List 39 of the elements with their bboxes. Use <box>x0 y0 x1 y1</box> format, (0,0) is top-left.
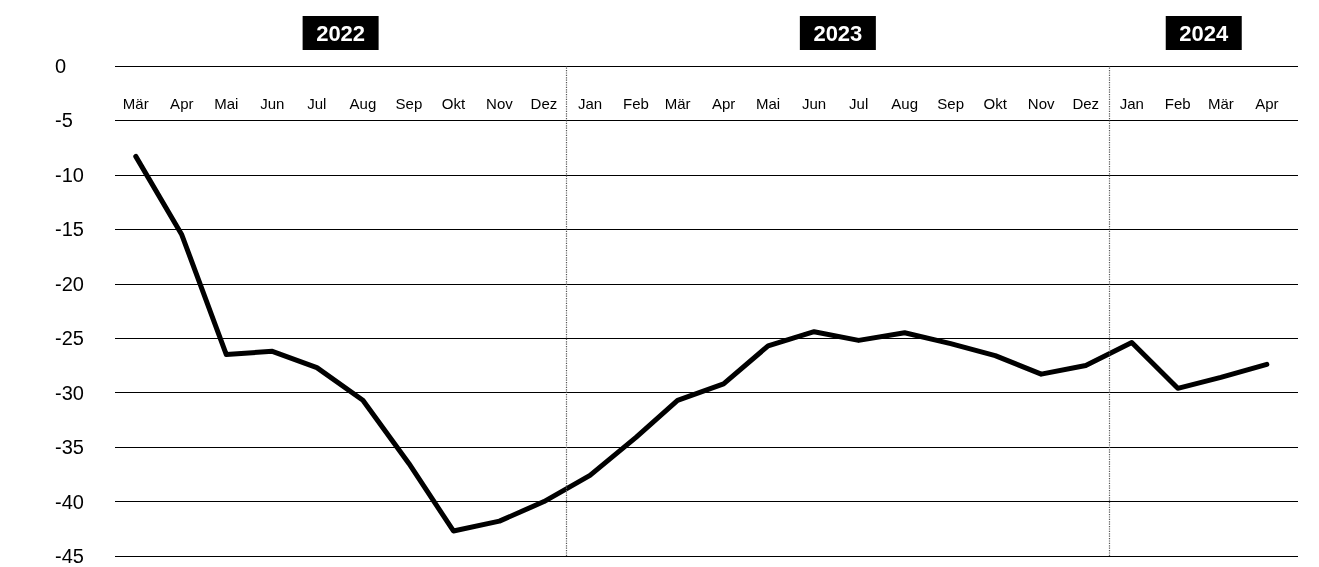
y-tick-label: -30 <box>55 381 84 404</box>
x-tick-label: Nov <box>1027 95 1056 112</box>
x-tick-label: Sep <box>395 95 423 112</box>
y-tick-label: -10 <box>55 163 84 186</box>
x-tick-label: Mai <box>756 95 781 112</box>
x-tick-label: Mär <box>122 95 149 112</box>
x-tick-label: Mär <box>664 95 691 112</box>
x-tick-label: Apr <box>711 95 736 112</box>
x-tick-label: Jun <box>260 95 285 112</box>
y-tick-label: -40 <box>55 490 84 513</box>
x-tick-label: Mär <box>1207 95 1234 112</box>
x-tick-label: Jan <box>577 95 603 112</box>
y-tick-label: -35 <box>55 436 84 459</box>
x-tick-label: Aug <box>891 95 919 112</box>
x-tick-label: Jul <box>849 95 869 112</box>
x-tick-label: Apr <box>1255 95 1279 112</box>
x-tick-label: Dez <box>1072 95 1100 112</box>
text: 2023 <box>813 20 863 46</box>
y-tick-label: -45 <box>55 545 84 567</box>
x-tick-label: Nov <box>486 95 514 112</box>
x-tick-label: Dez <box>530 95 558 112</box>
y-tick-label: 0 <box>55 55 67 77</box>
x-tick-label: Mai <box>214 95 239 112</box>
x-tick-label: Okt <box>983 95 1008 112</box>
y-tick-label: -20 <box>55 272 84 295</box>
y-tick-label: -25 <box>55 327 84 350</box>
x-tick-label: Jul <box>307 95 327 112</box>
y-tick-label: -15 <box>55 218 84 241</box>
text: 2022 <box>316 20 366 46</box>
x-tick-label: Jun <box>802 95 827 112</box>
x-tick-label: Aug <box>349 95 377 112</box>
text: 2024 <box>1179 20 1229 46</box>
x-tick-label: Sep <box>937 95 965 112</box>
x-tick-label: Jan <box>1119 95 1144 112</box>
x-tick-label: Apr <box>170 95 194 112</box>
x-tick-label: Okt <box>441 95 466 112</box>
x-tick-label: Feb <box>1164 95 1191 112</box>
y-tick-label: -5 <box>55 109 73 132</box>
x-tick-label: Feb <box>623 95 649 112</box>
